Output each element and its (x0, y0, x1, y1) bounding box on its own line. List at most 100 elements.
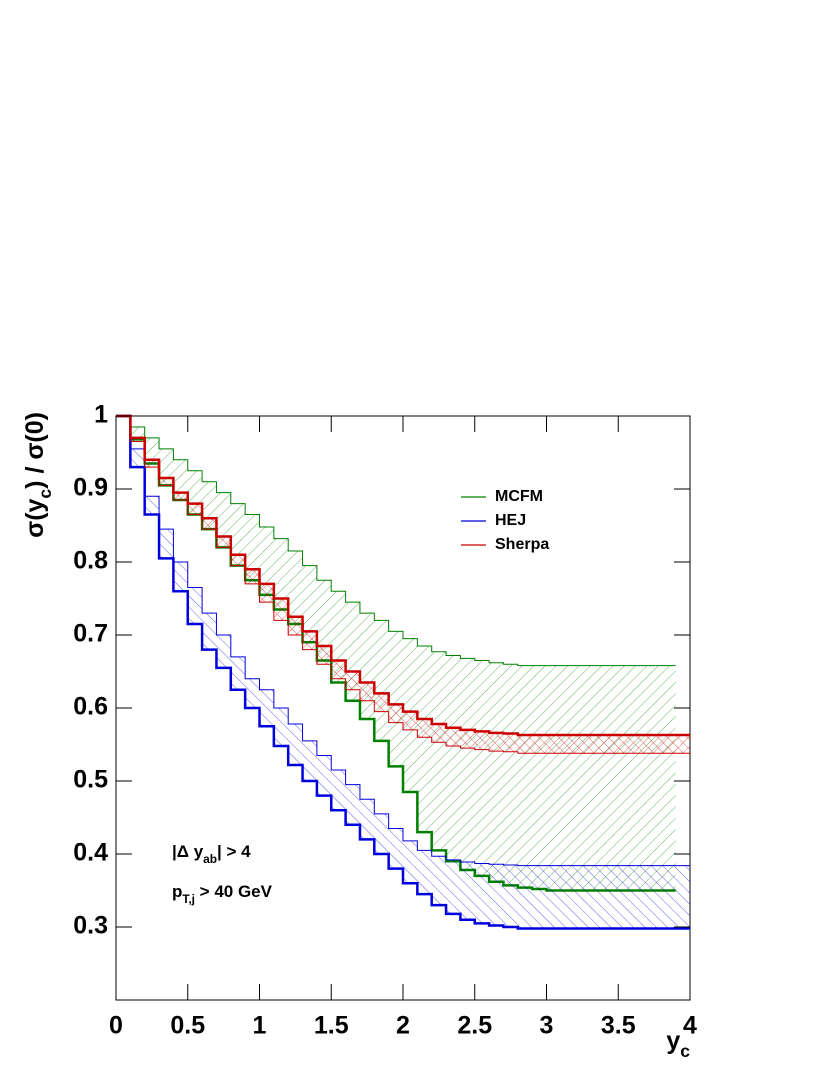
band-bin (173, 492, 188, 500)
band-bin (259, 526, 274, 595)
band-bin (575, 865, 590, 929)
legend-label: HEJ (495, 512, 526, 529)
x-tick-label: 1 (253, 1012, 267, 1040)
annotation-part: p (172, 882, 182, 901)
band-bin (359, 682, 375, 701)
y-axis-label-part: c (35, 489, 55, 499)
band-bin (345, 784, 360, 825)
x-axis-label-part: y (666, 1027, 680, 1055)
band-bin (130, 448, 145, 468)
band-bin (388, 828, 403, 869)
x-axis-label-part: c (680, 1041, 690, 1061)
band-bin (618, 665, 633, 891)
band-bin (331, 770, 346, 811)
band-bin (503, 864, 518, 927)
band-bin (316, 645, 332, 665)
y-tick-label: 0.8 (73, 547, 108, 575)
y-axis-label: σ(yc) / σ(0) (21, 412, 55, 538)
band-bin (173, 562, 188, 592)
annotation: |Δ yab| > 4 (172, 842, 251, 866)
legend-label: Sherpa (495, 536, 549, 553)
band-bin (288, 724, 303, 765)
band-bin (245, 569, 260, 584)
x-tick-label: 0 (109, 1012, 123, 1040)
band-bin (259, 689, 274, 727)
band-bin (273, 598, 289, 621)
band-bin (675, 735, 690, 754)
y-tick-label: 0.4 (73, 839, 108, 867)
annotation-part: | > 4 (217, 842, 251, 861)
band-bin (603, 865, 619, 929)
band-bin (431, 724, 447, 743)
band-bin (302, 565, 317, 643)
legend-label: MCFM (495, 488, 543, 505)
band-bin (503, 664, 518, 886)
band-bin (589, 865, 604, 929)
band-bin (288, 551, 303, 625)
band-bin (187, 503, 203, 515)
band-bin (503, 733, 518, 752)
band-bin (202, 613, 217, 650)
y-tick-label: 0.3 (73, 912, 108, 940)
band-bin (474, 863, 490, 924)
band-bin (646, 665, 662, 891)
band-bin (403, 711, 418, 730)
band-bin (202, 518, 217, 530)
band-bin (575, 665, 590, 891)
band-bin (474, 660, 490, 876)
band-bin (245, 514, 260, 581)
band-bin (489, 732, 504, 752)
band-bin (216, 536, 231, 548)
band-bin (603, 735, 619, 754)
band-bin (632, 665, 647, 891)
band-bin (489, 662, 504, 882)
band-bin (446, 727, 461, 746)
band-bin (446, 859, 461, 914)
band-bin (130, 437, 145, 442)
band-bin (446, 655, 461, 862)
band-bin (345, 671, 360, 690)
band-edge (116, 415, 676, 667)
annotation: pT,j > 40 GeV (172, 882, 273, 906)
band-bin (359, 613, 375, 719)
band-bin (589, 735, 604, 754)
band-bin (532, 665, 547, 890)
band-bin (417, 850, 432, 895)
band-bin (618, 865, 633, 929)
band-bin (130, 426, 145, 440)
band-bin (560, 865, 576, 929)
annotation-part: ab (203, 852, 217, 866)
band-bin (560, 665, 576, 891)
y-axis-label-part: σ(y (21, 498, 49, 537)
annotation-part: |Δ y (172, 842, 204, 861)
band-bin (489, 864, 504, 926)
band-bin (546, 735, 561, 754)
band-bin (431, 651, 447, 851)
annotation-part: T,j (182, 892, 195, 906)
band-bin (661, 865, 676, 929)
band-bin (359, 799, 375, 840)
band-bin (216, 635, 231, 668)
x-tick-label: 3.5 (601, 1012, 636, 1040)
band-bin (388, 704, 403, 723)
annotation-part: > 40 GeV (195, 882, 273, 901)
band-bin (532, 865, 547, 929)
x-tick-label: 3 (540, 1012, 554, 1040)
band-bin (460, 658, 475, 871)
band-bin (159, 478, 174, 486)
band-bin (575, 735, 590, 754)
band-bin (517, 735, 533, 754)
band-bin (517, 865, 533, 929)
x-tick-label: 2 (396, 1012, 410, 1040)
band-bin (661, 735, 676, 754)
band-bin (273, 538, 289, 610)
band-bin (417, 645, 432, 833)
x-tick-label: 0.5 (170, 1012, 205, 1040)
band-bin (517, 665, 533, 888)
band-bin (144, 459, 160, 468)
x-tick-label: 4 (683, 1012, 697, 1040)
band-bin (144, 496, 160, 515)
band-bin (417, 718, 432, 738)
band-bin (460, 862, 475, 920)
